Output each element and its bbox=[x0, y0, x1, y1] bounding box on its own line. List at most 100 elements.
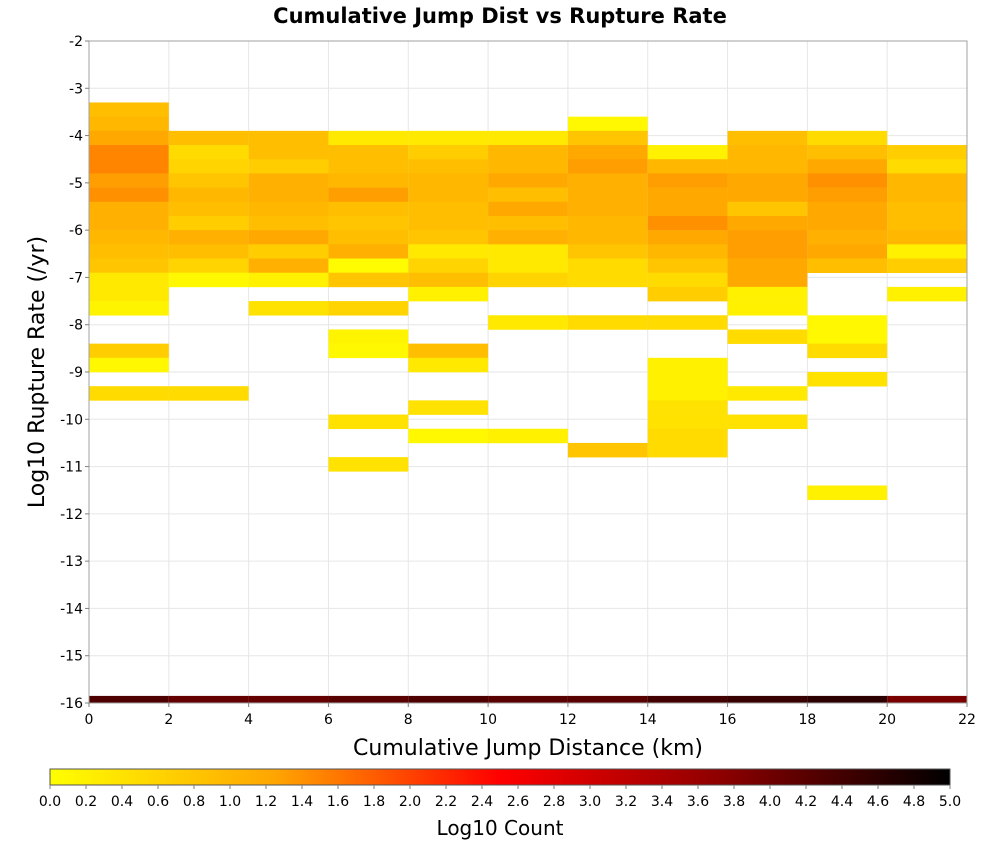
heatmap-cell bbox=[647, 244, 728, 259]
heatmap-cell bbox=[887, 244, 967, 259]
heatmap-cell bbox=[89, 130, 169, 146]
colorbar-tick-label: 2.0 bbox=[399, 794, 421, 810]
heatmap-cell bbox=[328, 187, 409, 203]
heatmap-cell bbox=[328, 244, 409, 259]
heatmap-cell bbox=[567, 201, 648, 217]
heatmap-cell bbox=[168, 159, 249, 174]
colorbar-tick-label: 0.6 bbox=[147, 794, 169, 810]
y-axis-ticks: -2 -3 -4 -5 -6 -7 -8 -9 -10 -11 -12 -13 -14 -15 -16 bbox=[60, 34, 89, 712]
heatmap-cell bbox=[727, 230, 808, 245]
y-tick-label: -8 bbox=[69, 318, 83, 334]
heatmap-cell bbox=[248, 258, 329, 273]
heatmap-cell bbox=[727, 145, 808, 160]
heatmap-cell bbox=[408, 145, 489, 160]
x-tick-label: 0 bbox=[85, 712, 94, 728]
heatmap-cell bbox=[887, 286, 967, 302]
heatmap-cell bbox=[89, 272, 169, 288]
heatmap-cell bbox=[727, 187, 808, 203]
heatmap-cell bbox=[887, 215, 967, 231]
heatmap-cell bbox=[488, 215, 568, 231]
heatmap-cell bbox=[408, 230, 489, 245]
heatmap-cell bbox=[328, 215, 409, 231]
heatmap-cell bbox=[567, 145, 648, 160]
heatmap-cell bbox=[488, 428, 568, 444]
x-tick-label: 2 bbox=[164, 712, 173, 728]
heatmap-cell bbox=[727, 244, 808, 259]
x-tick-label: 18 bbox=[798, 712, 816, 728]
x-tick-label: 14 bbox=[639, 712, 657, 728]
heatmap-cell bbox=[248, 695, 329, 703]
x-tick-label: 10 bbox=[479, 712, 497, 728]
heatmap-cell bbox=[567, 272, 648, 288]
colorbar-tick-label: 1.0 bbox=[219, 794, 241, 810]
heatmap-cell bbox=[89, 215, 169, 231]
heatmap-cell bbox=[168, 145, 249, 160]
heatmap-cell bbox=[408, 400, 489, 415]
colorbar-tick-label: 3.4 bbox=[651, 794, 673, 810]
heatmap-cell bbox=[168, 187, 249, 203]
heatmap-cell bbox=[248, 187, 329, 203]
heatmap-cell bbox=[807, 159, 888, 174]
y-tick-label: -7 bbox=[69, 270, 83, 286]
heatmap-cell bbox=[328, 414, 409, 430]
heatmap-cell bbox=[807, 201, 888, 217]
x-tick-label: 8 bbox=[404, 712, 413, 728]
heatmap-cell bbox=[647, 145, 728, 160]
colorbar-tick-label: 4.0 bbox=[759, 794, 781, 810]
heatmap-cell bbox=[408, 244, 489, 259]
heatmap-cell bbox=[328, 695, 409, 703]
heatmap-cell bbox=[328, 457, 409, 472]
heatmap-cell bbox=[727, 215, 808, 231]
y-tick-label: -4 bbox=[69, 129, 83, 145]
heatmap-cell bbox=[328, 159, 409, 174]
colorbar-tick-label: 5.0 bbox=[939, 794, 961, 810]
y-tick-label: -12 bbox=[60, 507, 83, 523]
heatmap-cell bbox=[647, 173, 728, 188]
heatmap-cell bbox=[727, 258, 808, 273]
colorbar-tick-label: 1.8 bbox=[363, 794, 385, 810]
heatmap-cell bbox=[807, 695, 888, 703]
heatmap-cell bbox=[727, 286, 808, 302]
x-axis-ticks: 0 2 4 6 8 10 12 14 16 18 20 22 bbox=[85, 703, 976, 728]
colorbar-ticks: 0.0 0.2 0.4 0.6 0.8 1.0 1.2 1.4 1.6 1.8 2.0 2.2 2.4 2… bbox=[39, 785, 961, 810]
heatmap-cell bbox=[567, 173, 648, 188]
colorbar-tick-label: 3.8 bbox=[723, 794, 745, 810]
heatmap-cell bbox=[408, 343, 489, 359]
heatmap-cell bbox=[647, 258, 728, 273]
y-tick-label: -15 bbox=[60, 649, 83, 665]
heatmap-cell bbox=[408, 357, 489, 373]
heatmap-cell bbox=[89, 201, 169, 217]
colorbar-tick-label: 4.6 bbox=[867, 794, 889, 810]
y-tick-label: -10 bbox=[60, 412, 83, 428]
colorbar bbox=[49, 768, 951, 786]
colorbar-tick-label: 3.2 bbox=[615, 794, 637, 810]
y-tick-label: -6 bbox=[69, 223, 83, 239]
chart-title: Cumulative Jump Dist vs Rupture Rate bbox=[273, 4, 727, 28]
heatmap-cell bbox=[168, 201, 249, 217]
heatmap-cell bbox=[727, 414, 808, 430]
heatmap-cell bbox=[887, 173, 967, 188]
heatmap-cell bbox=[887, 159, 967, 174]
heatmap-cell bbox=[328, 130, 409, 146]
heatmap-cell bbox=[807, 187, 888, 203]
heatmap-cell bbox=[408, 215, 489, 231]
heatmap-cell bbox=[488, 258, 568, 273]
heatmap-cell bbox=[89, 301, 169, 316]
heatmap-cell bbox=[727, 301, 808, 316]
heatmap-cell bbox=[168, 244, 249, 259]
colorbar-tick-label: 3.6 bbox=[687, 794, 709, 810]
heatmap-cell bbox=[887, 230, 967, 245]
heatmap-cell bbox=[89, 258, 169, 273]
y-tick-label: -13 bbox=[60, 554, 83, 570]
heatmap-cell bbox=[807, 485, 888, 500]
heatmap-cell bbox=[807, 215, 888, 231]
heatmap-cell bbox=[807, 372, 888, 387]
heatmap-cell bbox=[887, 258, 967, 273]
heatmap-cell bbox=[567, 315, 648, 330]
colorbar-tick-label: 0.4 bbox=[111, 794, 133, 810]
heatmap-cell bbox=[248, 173, 329, 188]
heatmap-cell bbox=[168, 130, 249, 146]
heatmap-cell bbox=[567, 116, 648, 132]
heatmap-cell bbox=[567, 258, 648, 273]
heatmap-cell bbox=[567, 159, 648, 174]
